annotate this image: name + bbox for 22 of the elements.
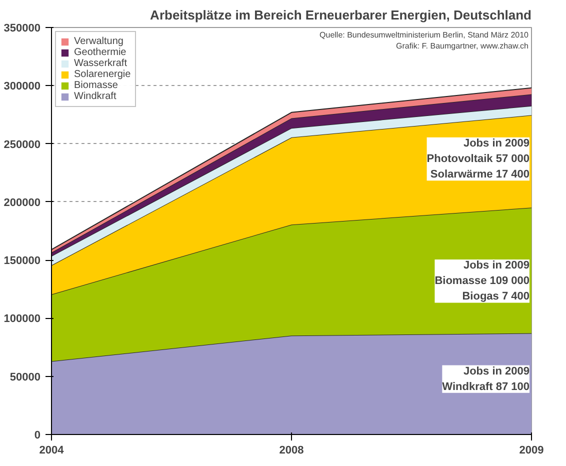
y-tick-label: 150000 <box>4 255 41 268</box>
x-tick-label: 2004 <box>39 444 65 456</box>
annotation: Jobs in 2009 Windkraft 87 100 <box>442 365 530 393</box>
annotation: Jobs in 2009 Biomasse 109 000 Biogas 7 400 <box>434 259 530 303</box>
y-tick-label: 300000 <box>4 80 41 93</box>
chart-title: Arbeitsplätze im Bereich Erneuerbarer Energien, Deutschland <box>150 8 532 22</box>
y-tick-label: 350000 <box>4 22 41 34</box>
y-tick-label: 0 <box>34 430 41 442</box>
legend-label: Wasserkraft <box>74 58 127 69</box>
legend-label: Solarenergie <box>74 69 131 80</box>
legend-label: Verwaltung <box>74 36 124 47</box>
legend-label: Biomasse <box>74 80 118 91</box>
x-tick-label: 2008 <box>279 444 304 456</box>
annotation: Quelle: Bundesumweltministerium Berlin, Stand März 2010 Grafik: F. Baumgartner, www.zhaw.ch <box>320 30 530 50</box>
annotation: Jobs in 2009 Photovoltaik 57 000 Solarwärme 17 400 <box>426 137 530 181</box>
legend-label: Windkraft <box>74 91 116 102</box>
y-tick-label: 50000 <box>10 371 41 384</box>
y-tick-label: 200000 <box>4 196 41 209</box>
x-tick-label: 2009 <box>519 444 544 456</box>
legend-label: Geothermie <box>74 47 126 58</box>
y-tick-label: 250000 <box>4 138 41 151</box>
y-tick-label: 100000 <box>4 313 41 326</box>
